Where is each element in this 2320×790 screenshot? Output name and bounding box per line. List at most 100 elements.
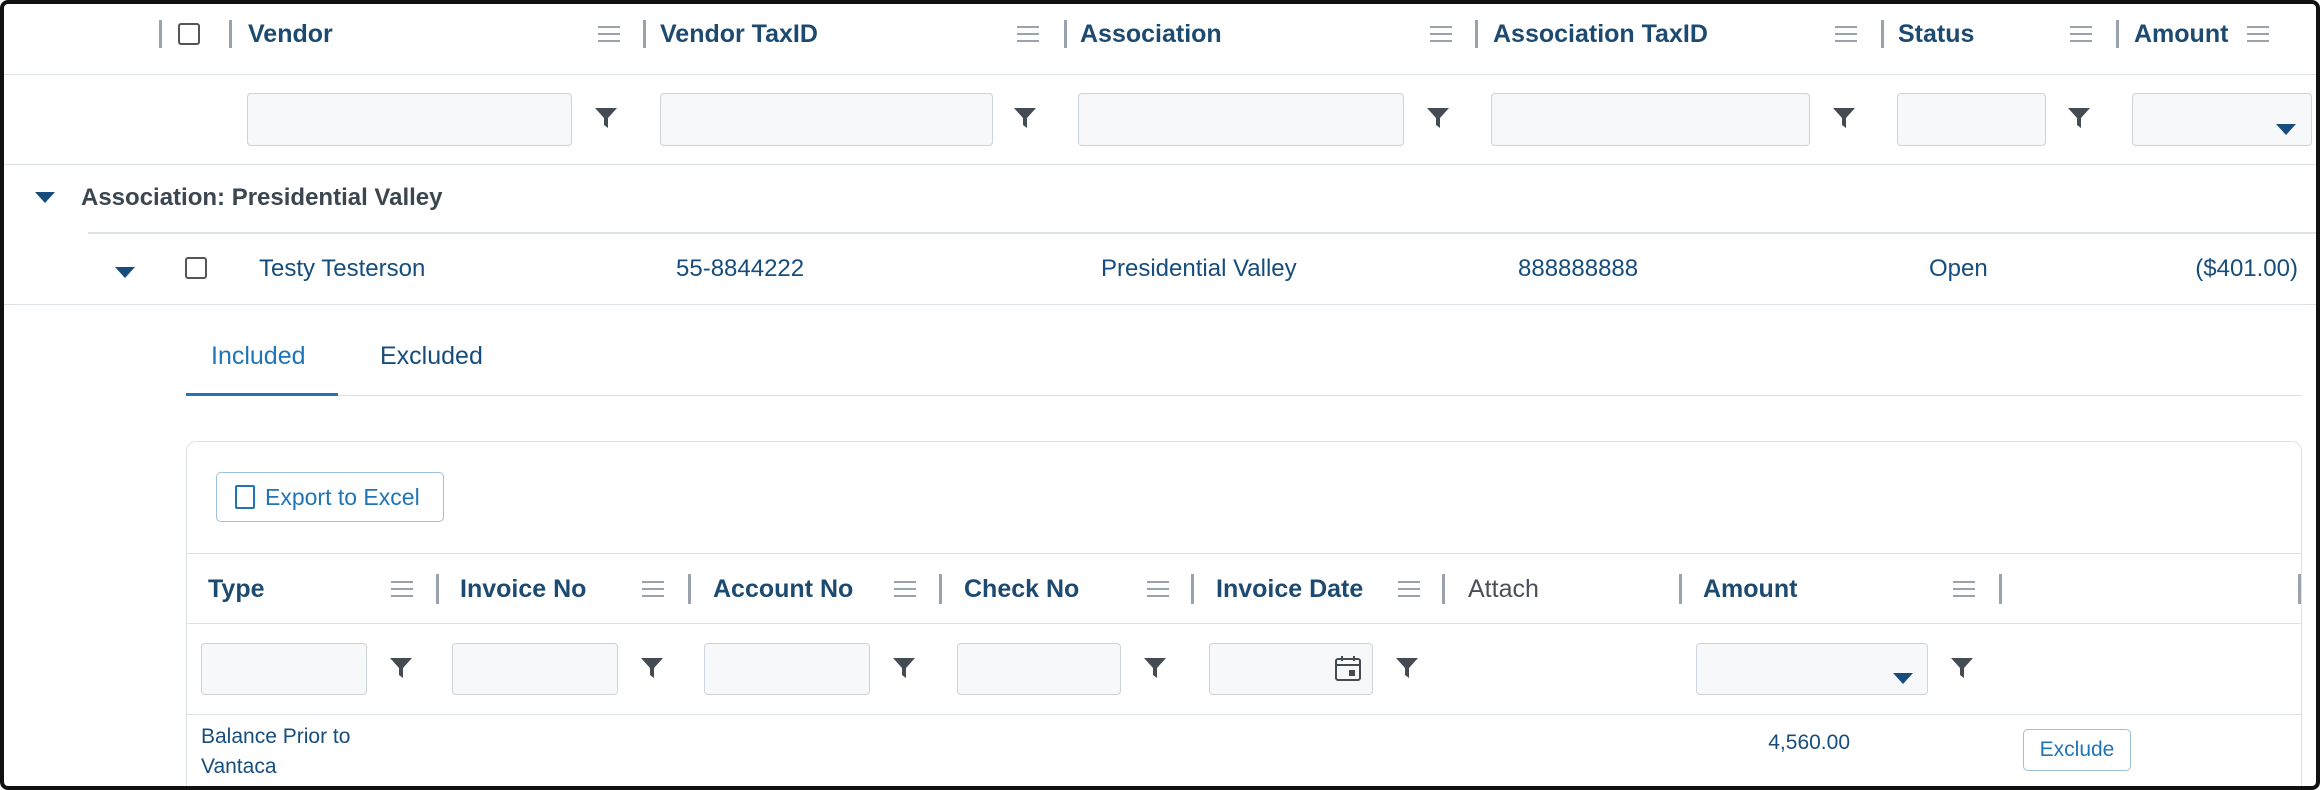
- caret[interactable]: [2276, 123, 2296, 135]
- column-menu[interactable]: [1017, 25, 1039, 43]
- detail-filter-input[interactable]: [957, 643, 1121, 695]
- filter-input[interactable]: [247, 93, 572, 146]
- row-cell: Presidential Valley: [1101, 255, 1297, 282]
- detail-cell: Balance Prior to Vantaca: [201, 725, 351, 778]
- filter-input[interactable]: [1491, 93, 1810, 146]
- filter-icon[interactable]: [1396, 656, 1418, 680]
- detail-column-header: Account No: [713, 575, 854, 603]
- filter-icon-svg: [595, 108, 617, 128]
- column-menu[interactable]: [894, 580, 916, 598]
- exclude-button[interactable]: Exclude: [2023, 729, 2131, 771]
- column-menu[interactable]: [1430, 25, 1452, 43]
- filter-icon-svg: [1014, 108, 1036, 128]
- column-menu[interactable]: [598, 25, 620, 43]
- filter-icon[interactable]: [2068, 106, 2090, 130]
- detail-header-top: [186, 553, 2302, 554]
- row-cell: Testy Testerson: [259, 255, 426, 282]
- detail-column-header: Invoice Date: [1216, 575, 1364, 603]
- filter-icon[interactable]: [390, 656, 412, 680]
- filter-icon[interactable]: [1833, 106, 1855, 130]
- detail-column-header: Amount: [1703, 575, 1798, 603]
- column-separator: [939, 574, 942, 604]
- column-header: Association TaxID: [1493, 20, 1708, 48]
- column-separator: [688, 574, 691, 604]
- column-menu-svg: [2247, 26, 2269, 42]
- column-separator: [436, 574, 439, 604]
- column-separator: [1999, 574, 2002, 604]
- caret[interactable]: [1893, 672, 1913, 684]
- column-menu-svg: [598, 26, 620, 42]
- filter-icon-svg: [390, 658, 412, 678]
- column-header: Amount: [2134, 20, 2229, 48]
- column-menu-svg: [642, 581, 664, 597]
- column-separator: [643, 20, 646, 48]
- column-separator: [1442, 574, 1445, 604]
- filter-input[interactable]: [1078, 93, 1404, 146]
- tabs-line: [186, 395, 2302, 396]
- column-menu[interactable]: [2247, 25, 2269, 43]
- column-menu-svg: [1398, 581, 1420, 597]
- detail-column-header: Invoice No: [460, 575, 587, 603]
- row-cell: 55-8844222: [676, 255, 805, 282]
- filter-icon[interactable]: [1144, 656, 1166, 680]
- filter-icon[interactable]: [893, 656, 915, 680]
- column-menu[interactable]: [1147, 580, 1169, 598]
- column-header: Association: [1080, 20, 1222, 48]
- checkbox[interactable]: [185, 257, 207, 279]
- column-menu[interactable]: [1835, 25, 1857, 43]
- filter-input[interactable]: [2132, 93, 2312, 146]
- column-menu[interactable]: [642, 580, 664, 598]
- detail-filter-input[interactable]: [201, 643, 367, 695]
- filter-icon[interactable]: [1014, 106, 1036, 130]
- column-menu-svg: [2070, 26, 2092, 42]
- column-separator: [1679, 574, 1682, 604]
- detail-filter-input[interactable]: [1696, 643, 1928, 695]
- tab[interactable]: Included: [211, 342, 306, 370]
- checkbox[interactable]: [178, 23, 200, 45]
- caret-svg: [35, 192, 55, 203]
- filter-icon[interactable]: [595, 106, 617, 130]
- filter-icon-svg: [1396, 658, 1418, 678]
- filter-icon[interactable]: [641, 656, 663, 680]
- detail-filter-input[interactable]: [1209, 643, 1373, 695]
- tab-underline: [186, 393, 338, 396]
- column-menu[interactable]: [1953, 580, 1975, 598]
- row-cell: 888888888: [1518, 255, 1639, 282]
- group-row-bottom: [88, 232, 2316, 234]
- column-header: Status: [1898, 20, 1975, 48]
- column-menu-svg: [391, 581, 413, 597]
- column-separator: [229, 20, 232, 48]
- column-menu-svg: [1953, 581, 1975, 597]
- column-separator: [1881, 20, 1884, 48]
- column-menu[interactable]: [391, 580, 413, 598]
- export-label: Export to Excel: [265, 484, 420, 510]
- tab[interactable]: Excluded: [380, 342, 483, 370]
- export-button[interactable]: Export to Excel: [216, 472, 444, 522]
- detail-column-header: Attach: [1468, 575, 1539, 603]
- detail-filter-input[interactable]: [704, 643, 870, 695]
- filter-input[interactable]: [1897, 93, 2046, 146]
- caret-svg: [1893, 673, 1913, 684]
- excel-icon: [235, 485, 255, 509]
- calendar-icon[interactable]: [1335, 655, 1361, 681]
- detail-card: [186, 441, 2302, 786]
- caret[interactable]: [35, 191, 55, 203]
- column-separator: [159, 20, 162, 48]
- caret-svg: [2276, 124, 2296, 135]
- column-separator: [1475, 20, 1478, 48]
- header-bottom: [4, 74, 2316, 75]
- detail-filter-input[interactable]: [452, 643, 618, 695]
- filter-icon[interactable]: [1427, 106, 1449, 130]
- column-menu[interactable]: [2070, 25, 2092, 43]
- column-header: Vendor TaxID: [660, 20, 818, 48]
- filter-icon-svg: [893, 658, 915, 678]
- filter-input[interactable]: [660, 93, 993, 146]
- filter-icon-svg: [641, 658, 663, 678]
- column-menu[interactable]: [1398, 580, 1420, 598]
- calendar-icon-svg: [1335, 656, 1361, 681]
- filter-icon[interactable]: [1951, 656, 1973, 680]
- caret[interactable]: [115, 266, 135, 278]
- filter-icon-svg: [2068, 108, 2090, 128]
- row-cell: ($401.00): [2195, 255, 2298, 282]
